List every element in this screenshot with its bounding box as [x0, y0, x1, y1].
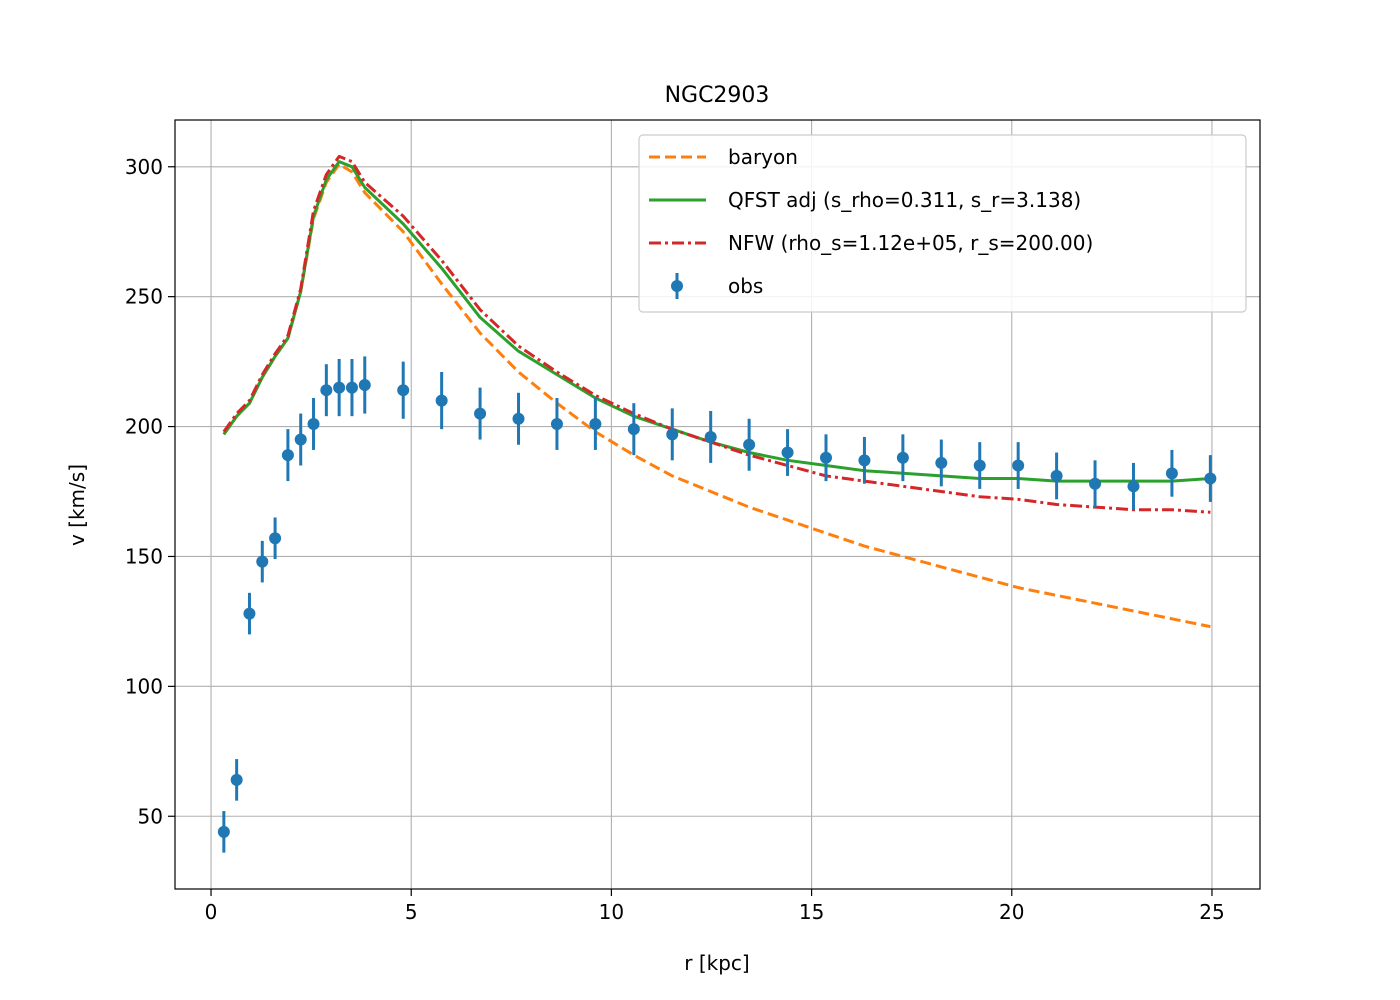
- legend-box: [638, 134, 1247, 313]
- obs-point: [294, 433, 307, 446]
- legend-label-baryon: baryon: [728, 145, 798, 169]
- obs-point: [589, 417, 602, 430]
- legend: baryon QFST adj (s_rho=0.311, s_r=3.138) N…: [638, 134, 1247, 313]
- axis-layer: 0 5 10 15 20 25 50 100 150 200 250 300: [125, 155, 1225, 924]
- obs-point: [550, 417, 563, 430]
- obs-point: [345, 381, 358, 394]
- obs-point: [1165, 467, 1178, 480]
- obs-point: [896, 451, 909, 464]
- obs-point: [269, 532, 282, 545]
- x-tick-label: 15: [799, 900, 824, 924]
- plot-frame: [174, 119, 1261, 890]
- y-tick-label: 150: [125, 544, 163, 568]
- obs-point: [973, 459, 986, 472]
- obs-point: [217, 825, 230, 838]
- obs-point: [512, 412, 525, 425]
- obs-point: [435, 394, 448, 407]
- obs-point: [397, 384, 410, 397]
- obs-point: [307, 417, 320, 430]
- series-line-baryon: [222, 162, 1211, 629]
- obs-point: [781, 446, 794, 459]
- obs-point: [627, 423, 640, 436]
- y-tick-label: 100: [125, 674, 163, 698]
- obs-point: [358, 378, 371, 391]
- y-tick-label: 300: [125, 155, 163, 179]
- x-tick-label: 20: [999, 900, 1024, 924]
- y-tick-label: 250: [125, 285, 163, 309]
- obs-point: [281, 449, 294, 462]
- x-tick-label: 5: [405, 900, 418, 924]
- obs-point: [743, 438, 756, 451]
- obs-point: [320, 384, 333, 397]
- y-axis-label: v [km/s]: [65, 464, 89, 546]
- x-tick-label: 0: [205, 900, 218, 924]
- chart-title: NGC2903: [665, 83, 770, 108]
- obs-point: [1204, 472, 1217, 485]
- series-line-nfw: [222, 154, 1211, 514]
- series-line-qfst: [222, 160, 1211, 483]
- obs-point: [1127, 480, 1140, 493]
- y-tick-label: 200: [125, 415, 163, 439]
- legend-swatch-marker: [671, 280, 683, 292]
- legend-label-obs: obs: [728, 274, 763, 298]
- obs-point: [935, 456, 948, 469]
- obs-point: [333, 381, 346, 394]
- x-tick-label: 25: [1199, 900, 1224, 924]
- obs-point: [1012, 459, 1025, 472]
- obs-point: [256, 555, 269, 568]
- obs-point: [1089, 477, 1102, 490]
- obs-point: [243, 607, 256, 620]
- obs-point: [230, 773, 243, 786]
- obs-point: [820, 451, 832, 464]
- x-axis-label: r [kpc]: [684, 951, 749, 975]
- legend-label-nfw: NFW (rho_s=1.12e+05, r_s=200.00): [728, 231, 1093, 255]
- obs-point: [858, 454, 871, 467]
- x-tick-label: 10: [599, 900, 624, 924]
- obs-point: [474, 407, 487, 420]
- legend-label-qfst: QFST adj (s_rho=0.311, s_r=3.138): [728, 188, 1081, 212]
- obs-point: [666, 428, 679, 441]
- obs-point: [1050, 469, 1063, 482]
- plot-area: [217, 154, 1217, 853]
- y-tick-label: 50: [138, 804, 163, 828]
- obs-point: [704, 430, 717, 443]
